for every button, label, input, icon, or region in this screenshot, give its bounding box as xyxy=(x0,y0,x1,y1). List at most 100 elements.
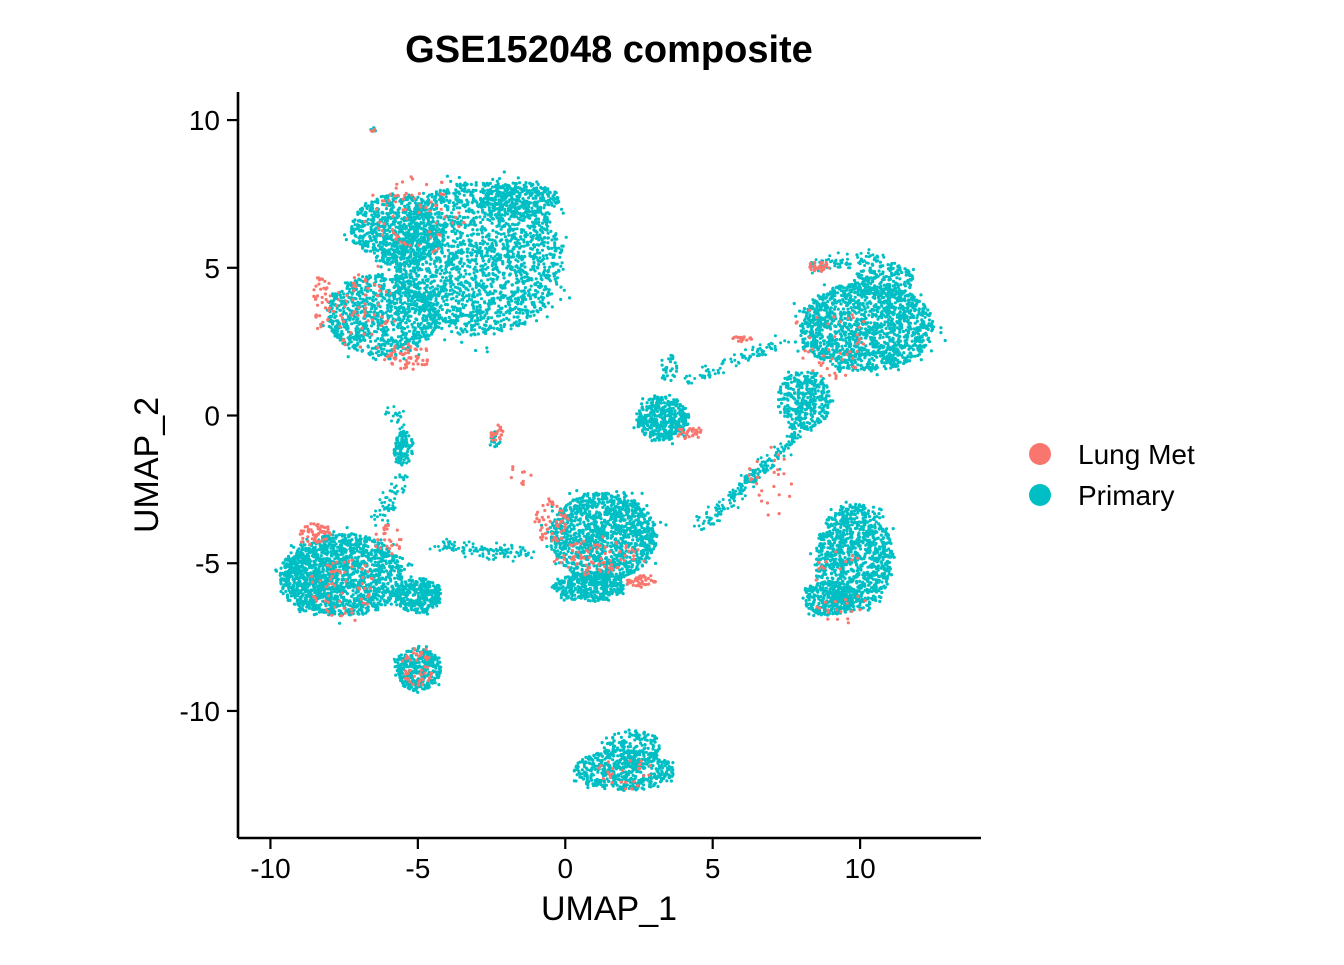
data-point xyxy=(506,200,511,204)
data-point xyxy=(466,258,470,262)
data-point xyxy=(435,287,440,291)
data-point xyxy=(554,191,558,195)
data-point xyxy=(387,268,391,272)
data-point xyxy=(522,218,526,222)
data-point xyxy=(478,292,482,296)
data-point xyxy=(505,187,509,191)
data-point xyxy=(517,195,522,199)
data-point xyxy=(540,221,545,225)
data-point xyxy=(380,273,384,277)
data-point xyxy=(417,330,421,334)
data-point xyxy=(547,288,551,292)
data-point xyxy=(494,207,498,211)
data-point xyxy=(365,249,369,253)
data-point xyxy=(542,244,546,248)
data-point xyxy=(441,243,445,247)
data-point xyxy=(530,278,534,282)
data-point xyxy=(355,292,359,296)
data-point xyxy=(415,230,420,234)
data-point xyxy=(502,245,506,249)
data-point xyxy=(388,211,393,215)
data-point xyxy=(816,355,820,359)
data-point xyxy=(525,311,530,315)
data-point xyxy=(884,326,888,331)
data-point xyxy=(442,224,446,228)
data-point xyxy=(498,314,502,318)
data-point xyxy=(555,262,559,266)
data-point xyxy=(497,224,501,228)
data-point xyxy=(413,201,417,205)
data-point xyxy=(479,279,483,283)
data-point xyxy=(470,326,474,330)
data-point xyxy=(402,306,406,310)
data-point xyxy=(446,248,450,252)
data-point xyxy=(414,235,419,239)
data-point xyxy=(516,250,520,254)
data-point xyxy=(450,292,454,296)
data-point xyxy=(846,307,850,311)
data-point xyxy=(917,307,921,311)
data-point xyxy=(523,297,528,302)
data-point xyxy=(510,283,514,287)
data-point xyxy=(907,359,912,363)
data-point xyxy=(423,215,427,219)
data-point xyxy=(476,300,480,304)
data-point xyxy=(355,331,359,335)
data-point xyxy=(422,281,427,285)
data-point xyxy=(851,337,855,341)
data-point xyxy=(458,307,462,311)
data-point xyxy=(435,303,439,307)
data-point xyxy=(522,294,526,299)
data-point xyxy=(380,241,384,245)
data-point xyxy=(882,323,886,327)
data-point xyxy=(521,257,525,261)
data-point xyxy=(350,322,354,326)
data-point xyxy=(450,215,454,219)
data-point xyxy=(913,309,917,313)
data-point xyxy=(567,296,572,300)
data-point xyxy=(536,182,540,186)
data-point xyxy=(441,275,445,279)
data-point xyxy=(385,228,389,232)
data-point xyxy=(478,325,482,329)
data-point xyxy=(387,224,391,228)
data-point xyxy=(441,228,445,232)
data-point xyxy=(351,304,355,308)
data-point xyxy=(524,231,528,235)
data-point xyxy=(495,179,499,183)
data-point xyxy=(371,298,375,302)
data-point xyxy=(434,297,438,301)
data-point xyxy=(545,256,549,260)
data-point xyxy=(540,212,545,216)
data-point xyxy=(558,251,562,255)
data-point xyxy=(440,326,444,331)
data-point xyxy=(440,268,444,273)
data-point xyxy=(516,315,520,319)
data-point xyxy=(464,183,468,187)
data-point xyxy=(422,324,426,328)
data-point xyxy=(475,305,479,309)
data-point xyxy=(880,304,884,308)
data-point xyxy=(547,247,551,251)
data-point xyxy=(411,266,416,270)
data-point xyxy=(430,192,434,196)
data-point xyxy=(376,233,381,237)
data-point xyxy=(514,237,518,241)
data-point xyxy=(874,305,878,309)
data-point xyxy=(513,241,517,245)
data-point xyxy=(833,289,837,293)
data-point xyxy=(431,289,435,294)
data-point xyxy=(366,344,370,348)
data-point xyxy=(493,319,497,323)
data-point xyxy=(477,205,481,209)
data-point xyxy=(441,284,445,289)
data-point xyxy=(882,353,886,357)
data-point xyxy=(497,304,501,308)
data-point xyxy=(515,323,519,327)
data-point xyxy=(471,287,475,291)
data-point xyxy=(494,189,498,193)
data-point xyxy=(443,318,447,322)
data-point xyxy=(403,327,407,331)
data-point xyxy=(450,257,454,261)
data-point xyxy=(461,330,465,334)
